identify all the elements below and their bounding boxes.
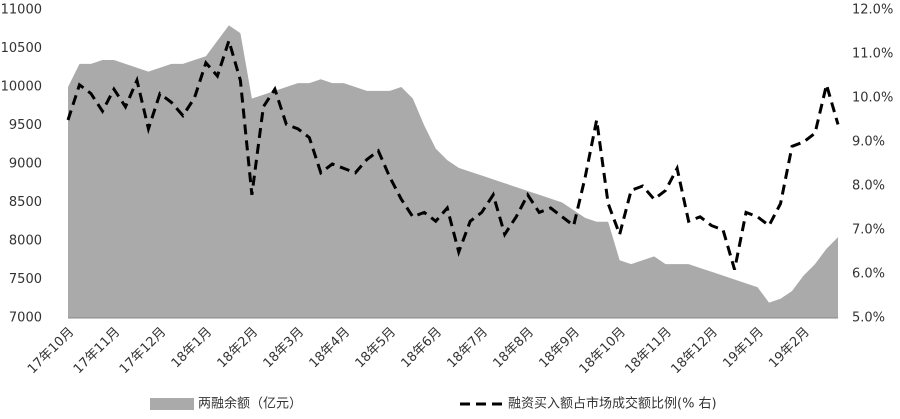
x-tick-label: 18年9月	[536, 325, 583, 372]
y-tick-label: 8500	[9, 195, 42, 210]
x-tick-label: 17年12月	[117, 325, 169, 377]
legend-label: 两融余额（亿元）	[198, 396, 302, 412]
x-tick-label: 19年2月	[766, 325, 813, 372]
x-tick-label: 18年4月	[307, 325, 354, 372]
legend-swatch	[150, 398, 194, 410]
y-tick-label: 10500	[1, 41, 42, 56]
y-tick-label: 9500	[9, 118, 42, 133]
y2-tick-label: 5.0%	[852, 311, 885, 326]
x-tick-label: 18年7月	[444, 325, 491, 372]
x-tick-label: 18年5月	[353, 325, 400, 372]
y2-tick-label: 9.0%	[852, 135, 885, 150]
y2-tick-label: 12.0%	[852, 3, 893, 18]
y2-tick-label: 8.0%	[852, 179, 885, 194]
y-tick-label: 8000	[9, 234, 42, 249]
x-tick-label: 18年11月	[623, 325, 675, 377]
y-tick-label: 7000	[9, 311, 42, 326]
x-tick-label: 18年1月	[169, 325, 216, 372]
y-tick-label: 11000	[1, 3, 42, 18]
x-tick-label: 18年12月	[668, 325, 720, 377]
x-tick-label: 17年11月	[71, 325, 123, 377]
x-tick-label: 18年6月	[399, 325, 446, 372]
y2-tick-label: 11.0%	[852, 47, 893, 62]
line	[66, 35, 840, 271]
y2-tick-label: 7.0%	[852, 223, 885, 238]
y-tick-label: 7500	[9, 272, 42, 287]
y2-tick-label: 10.0%	[852, 91, 893, 106]
x-tick-label: 18年10月	[577, 325, 629, 377]
x-tick-label: 18年8月	[490, 325, 537, 372]
area	[68, 25, 838, 319]
y-tick-label: 10000	[1, 80, 42, 95]
x-tick-label: 19年1月	[720, 325, 767, 372]
y2-tick-label: 6.0%	[852, 267, 885, 282]
x-tick-label: 17年10月	[25, 325, 77, 377]
y-tick-label: 9000	[9, 157, 42, 172]
legend-label: 融资买入额占市场成交额比例(% 右)	[508, 396, 717, 412]
x-tick-label: 18年2月	[215, 325, 262, 372]
x-tick-label: 18年3月	[261, 325, 308, 372]
